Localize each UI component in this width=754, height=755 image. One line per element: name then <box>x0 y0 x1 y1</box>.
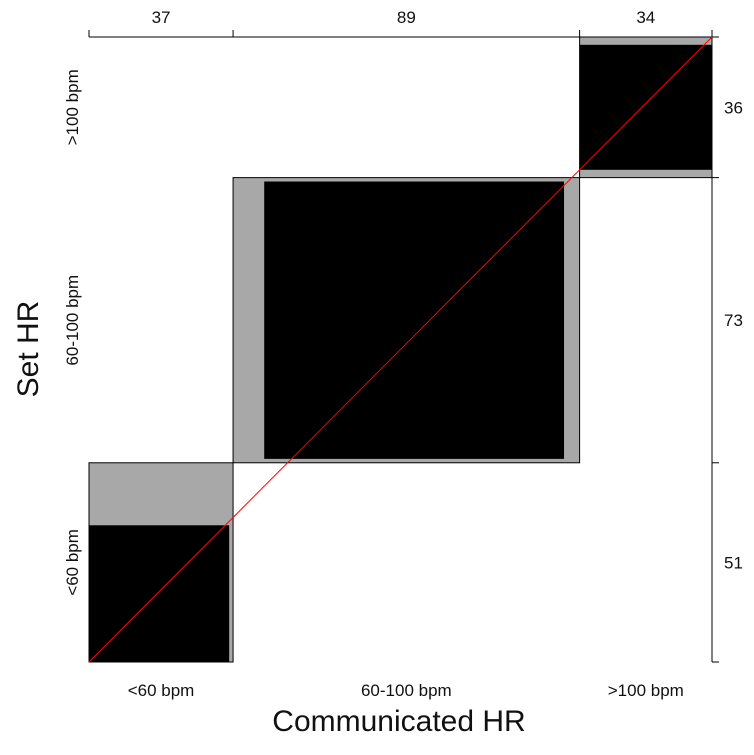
x-axis-title: Communicated HR <box>272 705 525 738</box>
row-total-label: 73 <box>724 311 743 330</box>
label-layer: 37 <60 bpm 51 <60 bpm 89 60-100 bpm 73 60-100 b… <box>63 8 743 700</box>
y-axis-title: Set HR <box>12 301 45 398</box>
y-category-label: >100 bpm <box>63 69 82 145</box>
diagonal-reference-line <box>88 36 713 663</box>
row-total-label: 51 <box>724 553 743 572</box>
y-category-label: <60 bpm <box>63 529 82 596</box>
block-outline <box>232 177 581 464</box>
row-total-label: 36 <box>724 98 743 117</box>
exact-agreement-block <box>579 44 712 170</box>
block-outline <box>88 462 234 663</box>
y-category-label: 60-100 bpm <box>63 275 82 366</box>
exact-agreement-layer <box>89 44 712 662</box>
x-category-label: >100 bpm <box>608 681 684 700</box>
column-total-label: 37 <box>152 8 171 27</box>
exact-agreement-block <box>264 181 565 459</box>
axes-layer <box>88 30 719 663</box>
column-total-label: 34 <box>636 8 655 27</box>
x-category-label: <60 bpm <box>128 681 195 700</box>
x-category-label: 60-100 bpm <box>361 681 452 700</box>
column-total-label: 89 <box>397 8 416 27</box>
